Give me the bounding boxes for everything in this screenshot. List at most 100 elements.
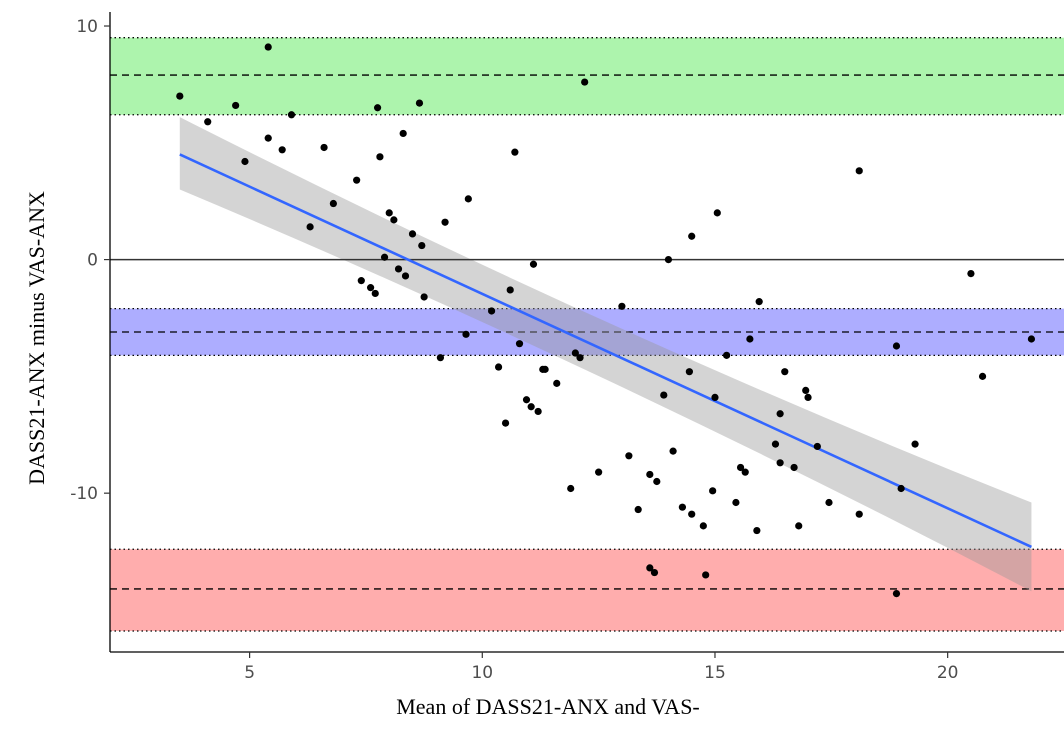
- data-point: [795, 522, 803, 530]
- data-point: [664, 255, 673, 264]
- data-point: [232, 101, 240, 110]
- data-point: [380, 253, 389, 261]
- data-point: [897, 484, 905, 493]
- data-point: [618, 302, 626, 310]
- data-point: [385, 209, 393, 217]
- data-point: [320, 143, 328, 152]
- y-tick-label: -10: [70, 484, 98, 504]
- data-point: [688, 510, 696, 518]
- data-point: [753, 526, 761, 535]
- data-point: [634, 505, 642, 514]
- data-point: [494, 363, 503, 371]
- data-point: [790, 463, 798, 472]
- band-lower_loa: [110, 549, 1064, 631]
- data-point: [571, 349, 579, 357]
- data-point: [967, 270, 975, 278]
- regression-confidence-band: [179, 117, 1032, 592]
- data-point: [488, 307, 496, 315]
- data-point: [699, 522, 707, 530]
- x-tick-label: 10: [471, 663, 493, 683]
- data-point: [625, 452, 633, 460]
- data-point: [204, 118, 212, 126]
- data-point: [306, 223, 314, 231]
- data-point: [278, 146, 286, 154]
- data-point: [911, 440, 919, 448]
- reference-lines: [110, 153, 1064, 549]
- data-point: [418, 241, 426, 250]
- data-point: [376, 153, 384, 161]
- scatter-points: [176, 43, 1036, 598]
- data-point: [415, 99, 424, 107]
- data-point: [541, 365, 549, 373]
- data-point: [241, 157, 249, 166]
- data-point: [646, 564, 654, 572]
- data-point: [420, 293, 428, 301]
- data-point: [371, 289, 379, 298]
- data-point: [595, 468, 603, 476]
- data-point: [264, 43, 272, 51]
- data-point: [723, 351, 731, 359]
- y-tick-label: 0: [87, 251, 98, 271]
- data-point: [825, 498, 833, 507]
- axes: [104, 12, 1064, 658]
- data-point: [650, 568, 659, 577]
- data-point: [529, 260, 538, 268]
- data-point: [367, 284, 375, 292]
- x-tick-label: 20: [937, 663, 959, 683]
- x-axis-title: Mean of DASS21-ANX and VAS-: [396, 694, 700, 719]
- data-point: [892, 590, 901, 598]
- data-point: [746, 335, 754, 343]
- data-point: [567, 484, 575, 493]
- data-point: [399, 129, 407, 138]
- confidence-band-layer: [179, 117, 1032, 592]
- data-point: [353, 176, 361, 184]
- data-point: [660, 391, 668, 399]
- data-point: [553, 379, 561, 387]
- data-point: [408, 230, 417, 238]
- y-axis-title: DASS21-ANX minus VAS-ANX: [24, 191, 49, 485]
- data-point: [978, 372, 987, 380]
- data-point: [804, 393, 812, 402]
- data-point: [581, 78, 589, 86]
- data-point: [501, 419, 510, 427]
- data-point: [287, 111, 296, 119]
- data-point: [436, 354, 445, 362]
- data-point: [373, 104, 382, 112]
- data-point: [264, 134, 272, 142]
- band-upper_loa: [110, 37, 1064, 115]
- data-point: [462, 330, 470, 338]
- data-point: [506, 286, 514, 294]
- data-point: [534, 407, 542, 416]
- data-point: [741, 468, 749, 476]
- data-point: [781, 368, 789, 376]
- data-point: [709, 487, 717, 495]
- data-point: [527, 403, 535, 411]
- data-point: [511, 148, 519, 156]
- data-point: [713, 209, 721, 217]
- data-point: [441, 218, 449, 226]
- data-point: [646, 470, 654, 479]
- limit-bands: [110, 37, 1064, 632]
- x-tick-label: 5: [244, 663, 255, 683]
- data-point: [653, 477, 661, 486]
- data-point: [678, 503, 687, 511]
- data-point: [390, 216, 398, 224]
- data-point: [176, 92, 184, 100]
- data-point: [401, 272, 410, 280]
- data-point: [669, 447, 677, 455]
- y-tick-label: 10: [76, 17, 98, 37]
- data-point: [1027, 335, 1036, 343]
- data-point: [776, 410, 784, 418]
- data-point: [357, 277, 365, 285]
- data-point: [776, 459, 784, 467]
- data-point: [736, 463, 745, 472]
- data-point: [522, 396, 531, 404]
- data-point: [892, 342, 901, 350]
- data-point: [711, 393, 719, 402]
- data-point: [464, 195, 472, 203]
- data-point: [771, 440, 780, 448]
- data-point: [732, 498, 740, 507]
- data-point: [855, 510, 863, 518]
- x-tick-label: 15: [704, 663, 726, 683]
